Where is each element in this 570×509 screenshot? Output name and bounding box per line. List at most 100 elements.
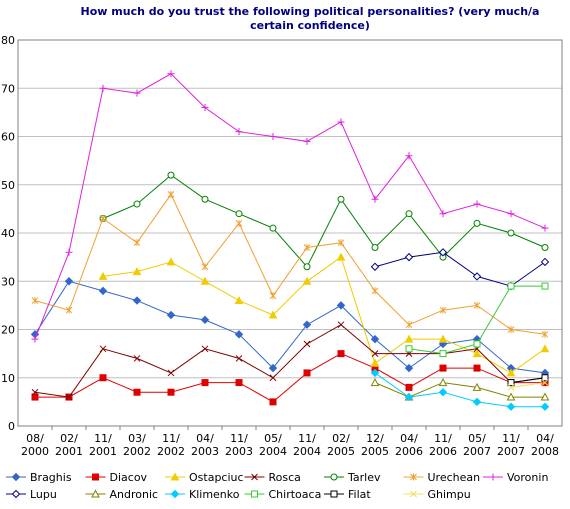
data-point-voronin — [473, 200, 481, 208]
data-point-urechean — [99, 215, 107, 223]
data-point-ostapciuc — [438, 334, 448, 343]
data-point-ostapciuc — [132, 267, 142, 276]
data-point-voronin — [201, 104, 209, 112]
legend-marker-voronin — [489, 473, 497, 481]
data-point-tarlev — [473, 219, 481, 227]
legend-label-voronin: Voronin — [507, 471, 548, 484]
legend-label-andronic: Andronic — [110, 488, 159, 501]
x-tick-label: 11/2004 — [293, 432, 321, 458]
data-point-braghis — [98, 286, 108, 296]
legend-marker-braghis — [11, 472, 21, 482]
legend-label-braghis: Braghis — [30, 471, 72, 484]
data-point-voronin — [31, 335, 39, 343]
data-point-braghis — [132, 296, 142, 305]
data-point-chirtoaca — [473, 340, 481, 348]
series-line-rosca — [34, 324, 546, 398]
data-point-andronic — [438, 378, 448, 387]
legend-marker-andronic — [91, 489, 100, 498]
data-point-ostapciuc — [370, 358, 380, 367]
data-point-voronin — [405, 152, 413, 160]
x-tick-label: 04/2003 — [191, 432, 219, 458]
data-point-klimenko — [404, 392, 414, 402]
series-line-voronin — [34, 73, 546, 340]
series-line-lupu — [374, 251, 546, 287]
data-point-urechean — [541, 330, 549, 338]
data-point-voronin — [507, 210, 515, 218]
data-point-rosca — [99, 345, 107, 353]
data-point-diacov — [133, 388, 141, 396]
data-point-rosca — [133, 355, 141, 362]
data-point-urechean — [303, 243, 311, 251]
x-tick-label: 11/2001 — [89, 432, 117, 458]
y-tick-label: 10 — [1, 372, 15, 385]
data-point-klimenko — [472, 397, 482, 407]
data-point-diacov — [31, 393, 39, 401]
series-line-braghis — [34, 280, 546, 374]
data-point-braghis — [64, 277, 74, 286]
data-point-klimenko — [540, 402, 550, 411]
data-point-braghis — [268, 363, 278, 373]
data-point-ostapciuc — [200, 276, 210, 285]
data-point-voronin — [133, 89, 141, 97]
legend-label-klimenko: Klimenko — [189, 488, 240, 501]
data-point-diacov — [269, 398, 277, 406]
data-point-diacov — [99, 374, 107, 382]
legend-marker-ostapciuc — [170, 472, 180, 481]
data-point-ghimpu — [541, 379, 549, 386]
data-point-chirtoaca — [507, 282, 515, 290]
data-point-klimenko — [506, 402, 516, 411]
legend-label-rosca: Rosca — [269, 471, 301, 484]
data-point-ostapciuc — [404, 334, 414, 343]
legend-marker-rosca — [251, 473, 258, 481]
data-point-braghis — [370, 334, 380, 344]
y-tick-label: 50 — [1, 179, 15, 192]
y-tick-label: 80 — [1, 34, 15, 47]
data-point-urechean — [405, 321, 413, 329]
data-point-rosca — [235, 355, 243, 362]
data-point-voronin — [235, 128, 243, 136]
data-point-ostapciuc — [166, 257, 176, 266]
data-point-lupu — [370, 262, 380, 271]
series-line-diacov — [35, 353, 545, 403]
data-point-braghis — [234, 330, 244, 339]
data-point-klimenko — [438, 388, 448, 397]
data-point-voronin — [167, 70, 175, 78]
x-tick-label: 05/2007 — [463, 432, 491, 458]
data-point-andronic — [540, 392, 550, 401]
legend-marker-ghimpu — [410, 490, 417, 498]
data-point-rosca — [65, 393, 73, 401]
data-point-urechean — [507, 326, 515, 333]
data-point-voronin — [541, 224, 549, 232]
data-point-tarlev — [541, 243, 549, 251]
series-line-filat — [510, 377, 546, 384]
data-point-tarlev — [201, 195, 209, 203]
x-tick-label: 04/2006 — [395, 432, 423, 458]
data-point-tarlev — [235, 210, 243, 218]
data-point-ostapciuc — [98, 271, 108, 280]
data-point-andronic — [472, 382, 482, 391]
y-tick-label: 40 — [1, 227, 15, 240]
data-point-lupu — [540, 257, 550, 267]
data-point-braghis — [336, 301, 346, 310]
x-tick-label: 11/2007 — [497, 432, 525, 458]
data-point-ostapciuc — [540, 344, 550, 353]
x-tick-label: 05/2004 — [259, 432, 287, 458]
data-point-andronic — [506, 392, 516, 401]
y-tick-label: 60 — [1, 131, 15, 144]
legend-label-diacov: Diacov — [110, 471, 148, 484]
data-point-urechean — [439, 306, 447, 314]
data-point-lupu — [438, 248, 448, 257]
data-point-braghis — [302, 320, 312, 329]
data-point-ostapciuc — [302, 276, 312, 285]
data-point-tarlev — [405, 210, 413, 218]
legend-marker-tarlev — [330, 473, 338, 481]
data-point-voronin — [65, 248, 73, 256]
data-point-voronin — [371, 195, 379, 203]
x-tick-label: 02/2005 — [327, 432, 355, 458]
legend-label-ghimpu: Ghimpu — [428, 488, 471, 501]
data-point-ostapciuc — [472, 349, 482, 358]
data-point-diacov — [303, 369, 311, 377]
data-point-urechean — [201, 263, 209, 271]
data-point-voronin — [337, 118, 345, 126]
data-point-voronin — [303, 137, 311, 145]
